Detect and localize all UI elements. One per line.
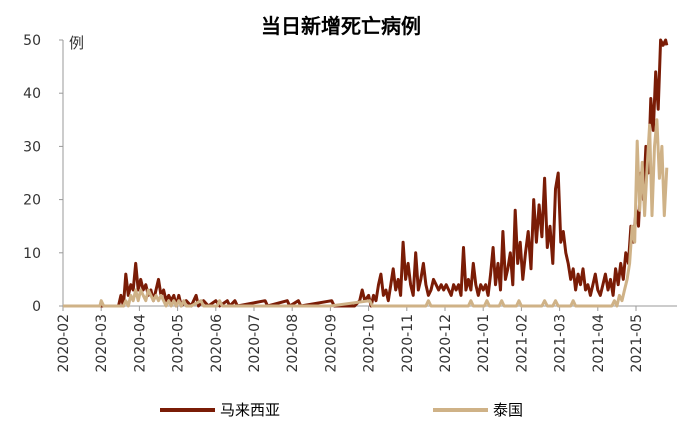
x-tick-label: 2020-12 [438, 314, 454, 373]
y-tick-label: 30 [23, 139, 41, 155]
x-tick-label: 2020-04 [132, 314, 148, 373]
y-unit-label: 例 [69, 34, 84, 52]
x-tick-label: 2021-05 [629, 314, 645, 373]
series-line-1 [63, 38, 669, 308]
x-tick-label: 2020-03 [94, 314, 110, 373]
x-tick-label: 2020-11 [400, 314, 416, 373]
x-tick-label: 2021-03 [553, 314, 569, 373]
x-tick-label: 2021-01 [476, 314, 492, 373]
legend-label-2: 泰国 [493, 401, 523, 419]
y-tick-label: 0 [32, 299, 41, 315]
legend-layer: 马来西亚 泰国 [160, 401, 523, 419]
chart-title: 当日新增死亡病例 [261, 14, 421, 38]
axes-layer: 0 10 20 30 40 50 例 2020-02 2020-03 2020-04 2020-05… [23, 33, 677, 373]
x-tick-label: 2020-10 [362, 314, 378, 373]
x-tick-label: 2020-05 [171, 314, 187, 373]
x-tick-label: 2020-08 [285, 314, 301, 373]
series-layer [63, 38, 669, 308]
y-tick-label: 40 [23, 86, 41, 102]
y-tick-label: 20 [23, 193, 41, 209]
x-tick-label: 2020-06 [209, 314, 225, 373]
x-tick-label: 2020-07 [247, 314, 263, 373]
y-tick-label: 10 [23, 246, 41, 262]
x-tick-label: 2020-09 [323, 314, 339, 373]
x-tick-label: 2020-02 [56, 314, 72, 373]
x-tick-label: 2021-04 [591, 314, 607, 373]
legend-label-1: 马来西亚 [220, 401, 280, 419]
x-tick-label: 2021-02 [514, 314, 530, 373]
y-tick-label: 50 [23, 33, 41, 49]
series-line-2 [63, 118, 669, 308]
